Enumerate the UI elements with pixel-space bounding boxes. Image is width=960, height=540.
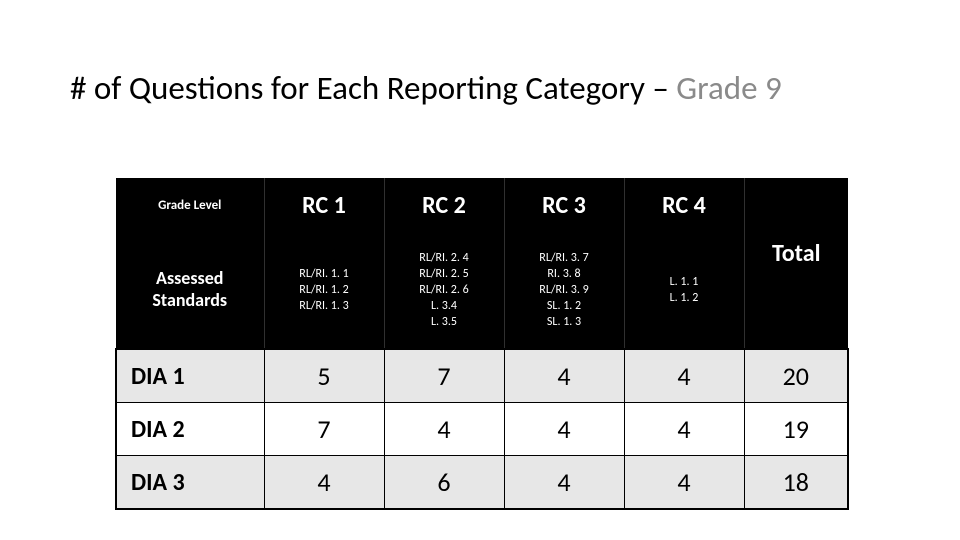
slide: # of Questions for Each Reporting Catego… xyxy=(0,0,960,540)
standard-code: L. 1. 2 xyxy=(629,290,740,306)
standard-code: RL/RI. 2. 5 xyxy=(389,266,500,282)
cell: 7 xyxy=(384,349,504,403)
table-container: Grade Level RC 1 RC 2 RC 3 RC 4 Assessed… xyxy=(115,178,847,510)
cell: 4 xyxy=(624,456,744,510)
rc3-header: RC 3 xyxy=(504,178,624,232)
cell: 4 xyxy=(504,403,624,456)
table-body: DIA 1 5 7 4 4 20 DIA 2 7 4 4 4 19 DIA 3 xyxy=(116,349,848,509)
reporting-category-table: Grade Level RC 1 RC 2 RC 3 RC 4 Assessed… xyxy=(115,178,849,510)
table-row: DIA 1 5 7 4 4 20 xyxy=(116,349,848,403)
standard-code: RL/RI. 1. 2 xyxy=(269,282,380,298)
header-row-1: Grade Level RC 1 RC 2 RC 3 RC 4 xyxy=(116,178,848,232)
standard-code: RL/RI. 2. 4 xyxy=(389,250,500,266)
blank-header xyxy=(744,178,848,232)
cell: 4 xyxy=(504,349,624,403)
title-prefix: # of Questions for Each Reporting Catego… xyxy=(70,68,676,108)
standard-code: RL/RI. 3. 9 xyxy=(509,282,620,298)
cell: 4 xyxy=(624,349,744,403)
standard-code: RI. 3. 8 xyxy=(509,266,620,282)
title-accent: Grade 9 xyxy=(676,68,781,108)
rc1-header: RC 1 xyxy=(264,178,384,232)
total-cell: 19 xyxy=(744,403,848,456)
row-label: DIA 2 xyxy=(116,403,264,456)
rc2-standards: RL/RI. 2. 4RL/RI. 2. 5RL/RI. 2. 6L. 3.4L… xyxy=(384,232,504,349)
rc3-standards: RL/RI. 3. 7RI. 3. 8RL/RI. 3. 9SL. 1. 2SL… xyxy=(504,232,624,349)
total-cell: 20 xyxy=(744,349,848,403)
standard-code: L. 3.5 xyxy=(389,314,500,330)
total-cell: 18 xyxy=(744,456,848,510)
assessed-line1: Assessed xyxy=(156,267,223,289)
table-row: DIA 3 4 6 4 4 18 xyxy=(116,456,848,510)
standard-code: RL/RI. 1. 1 xyxy=(269,266,380,282)
standard-code: RL/RI. 3. 7 xyxy=(509,250,620,266)
assessed-standards-header: Assessed Standards xyxy=(116,232,264,349)
row-label: DIA 3 xyxy=(116,456,264,510)
standard-code: L. 3.4 xyxy=(389,298,500,314)
page-title: # of Questions for Each Reporting Catego… xyxy=(70,68,920,108)
cell: 7 xyxy=(264,403,384,456)
standard-code: L. 1. 1 xyxy=(629,274,740,290)
standard-code: SL. 1. 3 xyxy=(509,314,620,330)
rc1-standards: RL/RI. 1. 1RL/RI. 1. 2RL/RI. 1. 3 xyxy=(264,232,384,349)
cell: 6 xyxy=(384,456,504,510)
cell: 4 xyxy=(624,403,744,456)
cell: 5 xyxy=(264,349,384,403)
rc2-header: RC 2 xyxy=(384,178,504,232)
cell: 4 xyxy=(504,456,624,510)
standard-code: SL. 1. 2 xyxy=(509,298,620,314)
assessed-line2: Standards xyxy=(152,289,227,311)
standard-code: RL/RI. 2. 6 xyxy=(389,282,500,298)
rc4-standards: L. 1. 1L. 1. 2 xyxy=(624,232,744,349)
table-row: DIA 2 7 4 4 4 19 xyxy=(116,403,848,456)
total-header: Total xyxy=(744,232,848,349)
row-label: DIA 1 xyxy=(116,349,264,403)
standard-code: RL/RI. 1. 3 xyxy=(269,298,380,314)
cell: 4 xyxy=(384,403,504,456)
cell: 4 xyxy=(264,456,384,510)
grade-level-header: Grade Level xyxy=(116,178,264,232)
header-row-2: Assessed Standards RL/RI. 1. 1RL/RI. 1. … xyxy=(116,232,848,349)
rc4-header: RC 4 xyxy=(624,178,744,232)
